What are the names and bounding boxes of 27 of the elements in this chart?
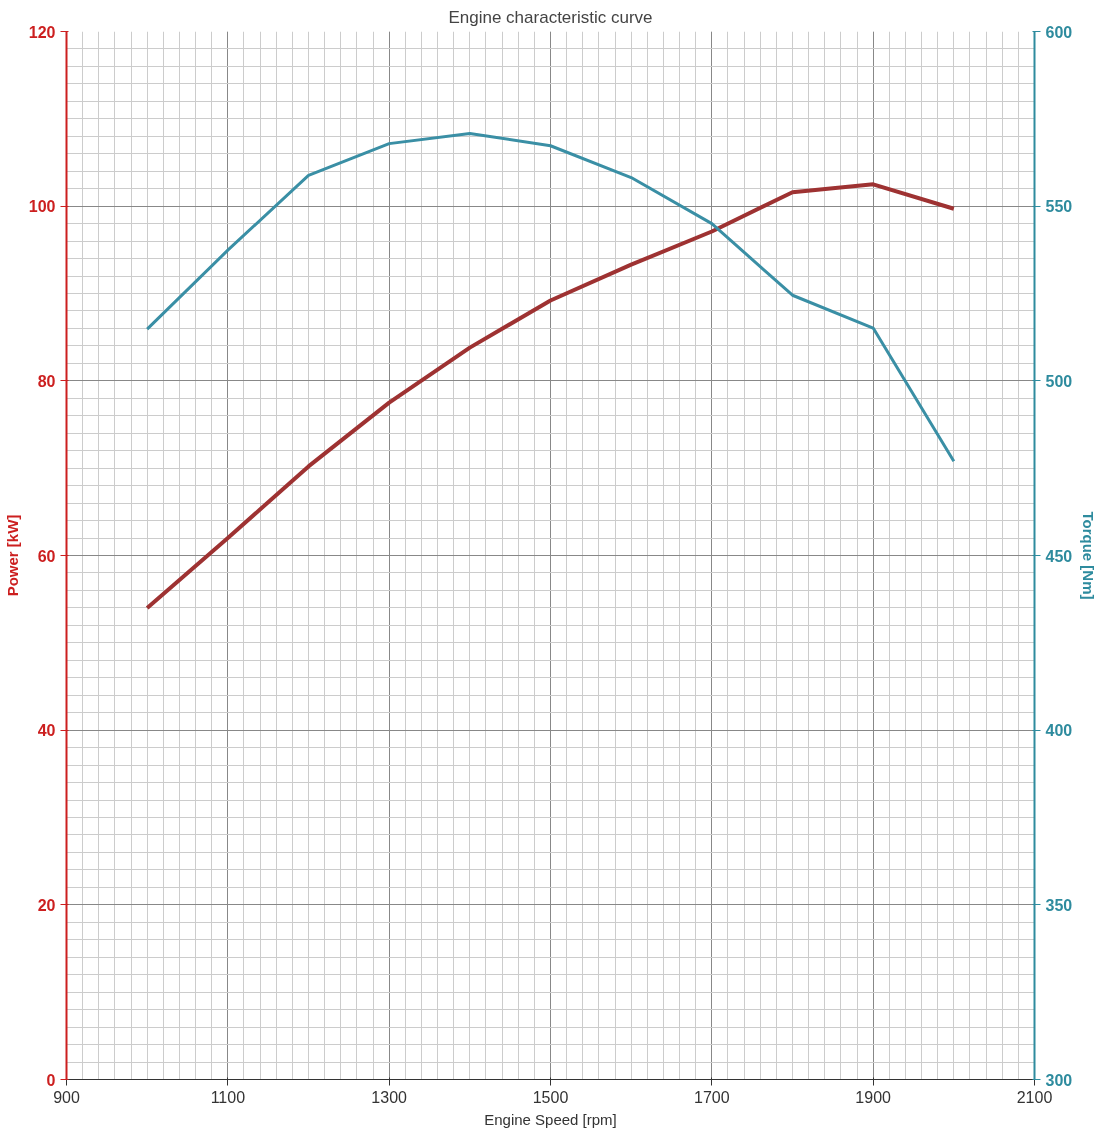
line-series bbox=[145, 132, 956, 463]
line-series bbox=[145, 182, 956, 610]
x-axis-title: Engine Speed [rpm] bbox=[484, 1110, 617, 1128]
y-tick-label: 60 bbox=[37, 547, 56, 565]
y-tick-label: 20 bbox=[37, 896, 56, 914]
y2-tick-label: 450 bbox=[1045, 547, 1073, 565]
y2-tick-label: 300 bbox=[1045, 1071, 1073, 1089]
y2-tick-label: 350 bbox=[1045, 896, 1073, 914]
y-tick-label: 120 bbox=[28, 23, 56, 41]
y2-tick-label: 550 bbox=[1045, 198, 1073, 216]
y2-tick-label: 600 bbox=[1045, 23, 1073, 41]
x-tick-label: 1100 bbox=[210, 1088, 246, 1106]
y2-axis-title: Torque [Nm] bbox=[1080, 511, 1098, 600]
x-tick-label: 900 bbox=[53, 1088, 80, 1106]
y-tick-label: 0 bbox=[46, 1071, 56, 1089]
x-tick-label: 1900 bbox=[855, 1088, 892, 1106]
x-tick-label: 2100 bbox=[1016, 1088, 1053, 1106]
y-tick-label: 80 bbox=[37, 372, 56, 390]
x-tick-label: 1500 bbox=[532, 1088, 569, 1106]
y-tick-label: 40 bbox=[37, 722, 56, 740]
x-tick-label: 1300 bbox=[371, 1088, 408, 1106]
x-tick-label: 1700 bbox=[694, 1088, 730, 1106]
y-tick-label: 100 bbox=[28, 198, 56, 216]
chart-title: Engine characteristic curve bbox=[448, 7, 653, 27]
y2-tick-label: 400 bbox=[1045, 722, 1073, 740]
y-axis-title: Power [kW] bbox=[3, 514, 21, 597]
y2-tick-label: 500 bbox=[1045, 372, 1073, 390]
